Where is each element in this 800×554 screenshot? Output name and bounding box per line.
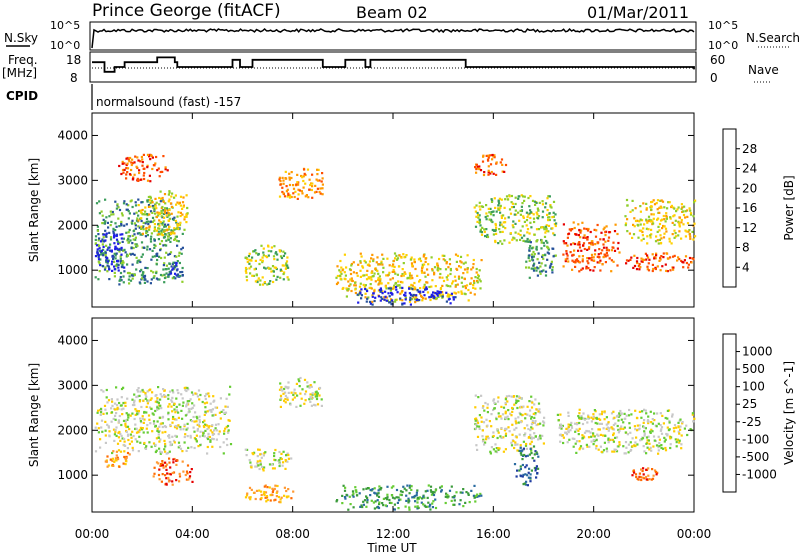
velocity-colorbar-label: Velocity [m s^-1] [782,361,796,465]
velocity-echo-region [335,484,483,511]
power-colorbar-tick: 20 [742,181,757,195]
x-tick-label: 00:00 [75,527,110,541]
velocity-ytick-label: 2000 [57,423,88,437]
x-axis-label: Time UT [366,541,417,554]
beam-label: Beam 02 [356,3,428,22]
velocity-colorbar-tick: -500 [742,450,769,464]
velocity-ytick-label: 4000 [57,333,88,347]
power-echo-region [165,261,184,280]
power-colorbar-tick: 8 [742,241,750,255]
nsearch-label: N.Search [746,31,800,45]
power-colorbar-tick: 12 [742,221,757,235]
freq-label: Freq. [8,53,38,67]
power-echo-region [473,194,558,245]
x-tick-label: 00:00 [677,527,712,541]
nave-tick-top: 60 [710,53,725,67]
power-echo-region [356,286,457,306]
power-colorbar-label: Power [dB] [782,175,796,240]
power-ylabel: Slant Range [km] [27,158,41,262]
velocity-colorbar-tick: 500 [742,362,765,376]
power-echo-region [624,198,697,245]
velocity-echo-region [556,408,696,455]
power-ytick-label: 4000 [57,128,88,142]
nsearch-tick-top: 10^5 [708,19,738,32]
power-echo-region [94,232,127,272]
nsky-tick-top: 10^5 [50,19,80,32]
x-tick-label: 08:00 [275,527,310,541]
nsky-label: N.Sky [4,31,38,45]
noise-trace [91,27,695,49]
power-echo-region [562,221,621,273]
freq-tick-top: 18 [66,53,81,67]
freq-unit-label: [MHz] [2,66,37,80]
date-label: 01/Mar/2011 [587,3,689,22]
velocity-ylabel: Slant Range [km] [27,363,41,467]
power-echo-region [118,153,169,183]
nave-tick-bottom: 0 [710,71,718,85]
power-echo-region [625,252,695,273]
power-echo-region [474,153,508,177]
velocity-colorbar-tick: -100 [742,432,769,446]
nsearch-tick-bottom: 10^0 [708,39,738,52]
velocity-frame [91,317,695,513]
velocity-colorbar-tick: 1000 [742,345,773,359]
frequency-trace [92,56,695,73]
velocity-ytick-label: 1000 [57,468,88,482]
power-echo-region [278,167,324,200]
power-echo-region [525,238,557,279]
freq-tick-bottom: 8 [70,71,78,85]
velocity-colorbar-tick: -25 [742,415,762,429]
velocity-panel: 1000 2000 3000 4000 Slant Range [km] [27,317,696,513]
power-echo-region [244,244,290,286]
velocity-echo-region [631,467,659,482]
velocity-echo-region [94,385,233,455]
station-title: Prince George (fitACF) [92,1,281,21]
velocity-colorbar-tick: -1000 [742,467,777,481]
x-tick-label: 04:00 [175,527,210,541]
freq-panel [89,51,697,83]
power-ytick-label: 3000 [57,173,88,187]
velocity-echo-region [473,394,546,455]
nsky-tick-bottom: 10^0 [50,39,80,52]
power-colorbar-tick: 24 [742,162,757,176]
velocity-echo-region [152,457,194,486]
velocity-colorbar-tick: 25 [742,397,757,411]
power-frame [91,112,695,308]
power-ytick-label: 2000 [57,218,88,232]
velocity-echo-region [104,449,131,468]
noise-panel [89,21,697,51]
cpid-text: normalsound (fast) -157 [96,95,241,109]
power-colorbar: 28 24 20 16 12 8 4 Power [dB] [722,128,796,288]
nave-label: Nave [748,63,779,77]
x-tick-label: 16:00 [476,527,511,541]
velocity-echo-region [244,484,295,504]
velocity-colorbar: 1000 500 100 25 -25 -100 -500 -1000 Velocity [m … [722,333,796,493]
velocity-echo-region [278,376,323,408]
power-colorbar-tick: 4 [742,260,750,274]
velocity-echo-region [244,448,293,472]
power-echo-region [135,190,189,237]
power-ytick-label: 1000 [57,263,88,277]
velocity-ytick-label: 3000 [57,378,88,392]
velocity-colorbar-tick: 100 [742,380,765,394]
cpid-label: CPID [6,89,38,103]
power-colorbar-tick: 28 [742,142,757,156]
power-panel: 1000 2000 3000 4000 Slant Range [km] [27,112,697,308]
power-colorbar-tick: 16 [742,201,757,215]
x-tick-label: 12:00 [376,527,411,541]
velocity-echo-region [513,445,540,487]
time-axis: 00:00 04:00 08:00 12:00 16:00 20:00 00:00 [75,527,712,541]
x-tick-label: 20:00 [576,527,611,541]
